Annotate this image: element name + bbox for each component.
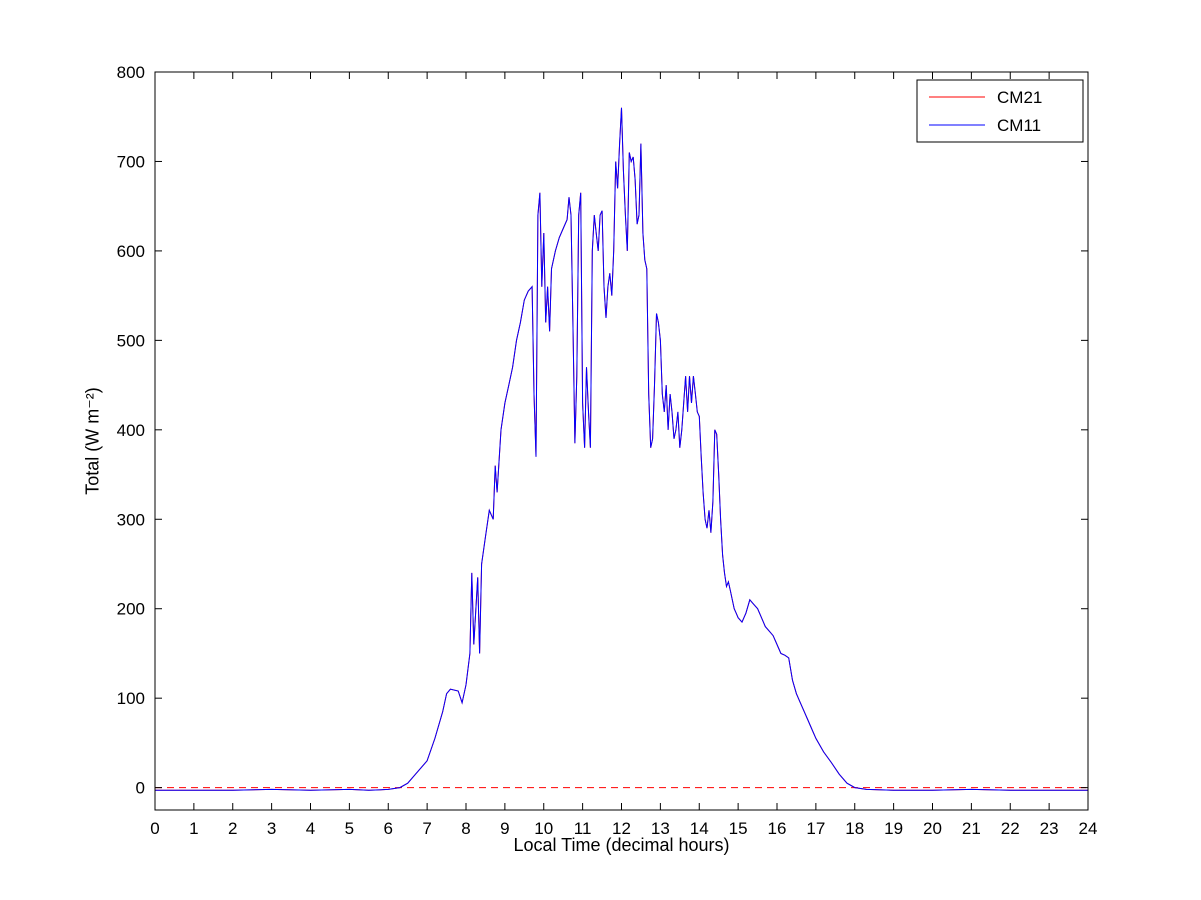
x-tick-label: 5 [345, 819, 354, 838]
x-tick-label: 14 [690, 819, 709, 838]
x-tick-label: 12 [612, 819, 631, 838]
y-tick-label: 500 [117, 331, 145, 350]
x-tick-label: 6 [384, 819, 393, 838]
x-tick-label: 3 [267, 819, 276, 838]
x-tick-label: 13 [651, 819, 670, 838]
y-tick-label: 200 [117, 600, 145, 619]
x-tick-label: 20 [923, 819, 942, 838]
legend-box [916, 79, 1084, 143]
x-tick-label: 7 [422, 819, 431, 838]
y-tick-label: 400 [117, 421, 145, 440]
x-tick-label: 19 [884, 819, 903, 838]
x-tick-label: 23 [1040, 819, 1059, 838]
legend-label-cm21: CM21 [997, 88, 1042, 107]
x-tick-label: 16 [768, 819, 787, 838]
y-tick-label: 700 [117, 152, 145, 171]
y-tick-label: 600 [117, 242, 145, 261]
legend-label-cm11: CM11 [997, 116, 1041, 135]
x-tick-label: 15 [729, 819, 748, 838]
y-tick-label: 800 [117, 63, 145, 82]
y-axis-label: Total (W m⁻²) [82, 387, 103, 495]
x-tick-label: 21 [962, 819, 981, 838]
plot-area [155, 72, 1088, 810]
x-tick-label: 8 [461, 819, 470, 838]
x-axis-label: Local Time (decimal hours) [513, 835, 730, 855]
x-tick-label: 2 [228, 819, 237, 838]
x-tick-label: 10 [534, 819, 553, 838]
x-tick-label: 22 [1001, 819, 1020, 838]
y-tick-label: 300 [117, 510, 145, 529]
x-tick-label: 17 [806, 819, 825, 838]
series-line-cm11 [155, 107, 1088, 791]
y-tick-label: 100 [117, 689, 145, 708]
y-tick-label: 0 [136, 779, 145, 798]
x-tick-label: 1 [189, 819, 198, 838]
x-tick-label: 11 [574, 819, 592, 838]
x-tick-label: 0 [150, 819, 159, 838]
x-tick-label: 4 [306, 819, 315, 838]
x-tick-label: 24 [1079, 819, 1098, 838]
x-tick-label: 9 [500, 819, 509, 838]
x-tick-label: 18 [845, 819, 864, 838]
